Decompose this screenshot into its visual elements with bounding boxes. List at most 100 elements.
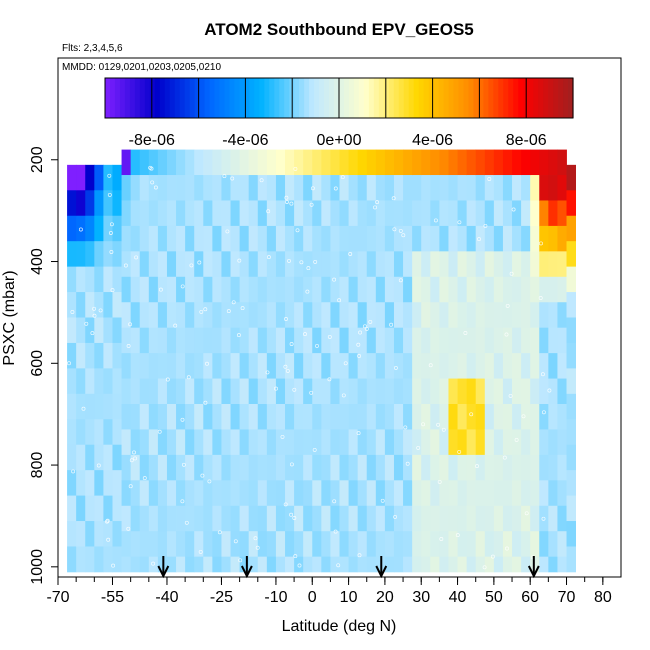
heatmap-cell — [539, 531, 549, 558]
heatmap-cell — [194, 531, 204, 558]
heatmap-cell — [157, 200, 168, 227]
heatmap-cell — [239, 200, 250, 227]
heatmap-cell — [194, 225, 204, 252]
heatmap-cell — [239, 225, 250, 252]
heatmap-cell — [403, 149, 413, 176]
heatmap-cell — [375, 200, 386, 227]
heatmap-cell — [121, 454, 132, 481]
heatmap-cell — [166, 149, 177, 176]
heatmap-cell — [502, 429, 513, 456]
heatmap-cell — [484, 225, 495, 252]
heatmap-cell — [557, 480, 567, 507]
x-tick-label: -10 — [264, 589, 287, 606]
heatmap-cell — [521, 556, 531, 573]
heatmap-cell — [339, 556, 349, 573]
heatmap-cell — [230, 531, 241, 558]
sample-point — [312, 447, 317, 452]
flight-marker-arrow-icon — [157, 565, 170, 579]
colorbar-segment — [463, 78, 470, 118]
sample-point — [266, 255, 271, 260]
heatmap-cell — [248, 454, 259, 481]
heatmap-cell — [403, 327, 413, 354]
heatmap-cell — [439, 378, 449, 405]
heatmap-cell — [130, 404, 141, 430]
heatmap-cell — [339, 225, 349, 252]
heatmap-cell — [303, 505, 313, 532]
heatmap-cell — [185, 378, 195, 405]
heatmap-cell — [194, 353, 204, 379]
heatmap-cell — [239, 302, 250, 329]
heatmap-cell — [439, 404, 449, 430]
heatmap-cell — [176, 200, 186, 227]
heatmap-cell — [566, 444, 576, 471]
heatmap-cell — [484, 505, 495, 532]
heatmap-cell — [103, 215, 113, 242]
sample-point — [306, 266, 311, 271]
sample-point — [284, 200, 289, 204]
chart-title: ATOM2 Southbound EPV_GEOS5 — [204, 20, 474, 39]
sample-point — [356, 431, 361, 436]
heatmap-cell — [239, 505, 250, 532]
heatmap-cell — [194, 327, 204, 354]
heatmap-cell — [439, 225, 449, 252]
sample-point — [150, 180, 155, 185]
heatmap-cell — [203, 531, 213, 558]
heatmap-cell — [176, 276, 186, 303]
heatmap-cell — [466, 327, 477, 354]
heatmap-cell — [103, 342, 113, 369]
heatmap-cell — [439, 175, 449, 201]
heatmap-cell — [157, 531, 168, 558]
heatmap-cell — [484, 200, 495, 227]
heatmap-cell — [412, 200, 422, 227]
heatmap-cell — [76, 444, 86, 471]
heatmap-cell — [148, 454, 159, 481]
sample-point — [327, 334, 332, 339]
heatmap-cell — [203, 556, 213, 573]
sample-point — [255, 545, 260, 550]
colorbar-segment — [518, 78, 524, 118]
heatmap-cell — [266, 378, 277, 405]
heatmap-cell — [512, 531, 522, 558]
heatmap-cell — [266, 327, 277, 354]
colorbar-segment — [373, 78, 380, 118]
heatmap-cell — [312, 276, 322, 303]
heatmap-cell — [421, 378, 431, 405]
heatmap-cell — [384, 429, 395, 456]
heatmap-cell — [484, 327, 495, 354]
sample-point — [289, 512, 294, 517]
heatmap-cell — [148, 556, 159, 573]
heatmap-cell — [257, 276, 268, 303]
colorbar-segment — [134, 78, 141, 118]
colorbar-segment — [204, 78, 211, 118]
heatmap-cell — [139, 276, 150, 303]
colorbar-segment — [468, 78, 475, 118]
sample-point — [189, 263, 194, 268]
colorbar-segment — [329, 78, 335, 118]
heatmap-cell — [530, 531, 540, 558]
sample-point — [293, 166, 298, 171]
sample-point — [428, 363, 433, 368]
heatmap-cell — [357, 480, 368, 507]
heatmap-cell — [502, 175, 513, 201]
heatmap-cell — [212, 302, 222, 329]
sample-point — [184, 520, 189, 525]
heatmap-cell — [312, 200, 322, 227]
heatmap-cell — [312, 175, 322, 201]
heatmap-cell — [466, 429, 477, 456]
sample-point — [297, 563, 302, 568]
heatmap-cell — [421, 276, 431, 303]
heatmap-cell — [430, 353, 440, 379]
x-tick-label: 30 — [412, 589, 430, 606]
heatmap-cell — [512, 556, 522, 573]
heatmap-cell — [221, 556, 231, 573]
heatmap-cell — [221, 175, 231, 201]
sample-point — [457, 449, 462, 454]
colorbar-segment — [418, 78, 425, 118]
sample-point — [165, 377, 170, 382]
colorbar-segment — [533, 78, 539, 118]
heatmap-cell — [294, 505, 304, 532]
heatmap-cell — [185, 505, 195, 532]
heatmap-cell — [521, 531, 531, 558]
heatmap-cell — [330, 480, 340, 507]
heatmap-cell — [466, 505, 477, 532]
